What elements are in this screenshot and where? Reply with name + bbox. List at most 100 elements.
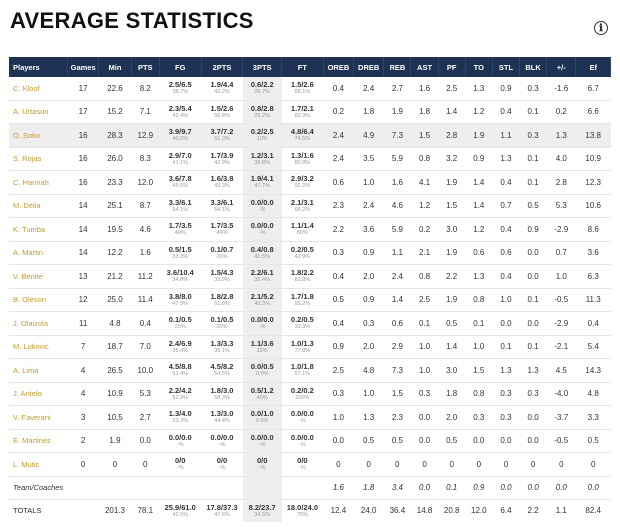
player-row[interactable]: C. Kloof 17 22.6 8.2 2.5/6.5 38.7% 1.9/4.4 43.2… [9,77,611,101]
blk-cell: 0.1 [519,147,547,171]
column-header-to[interactable]: TO [465,57,493,77]
three-pts-cell-made-attempted: 0.5/1.2 [250,385,274,395]
three-pts-cell: 1.2/3.1 38.8% [242,147,282,171]
column-header-fg[interactable]: FG [159,57,202,77]
player-name-link[interactable]: V. Benite [9,264,68,289]
column-header-oreb[interactable]: OREB [323,57,355,77]
three-pts-cell: 0/0 -% [242,452,282,477]
to-cell: 0.3 [465,405,493,430]
three-pts-cell-percentage: -% [258,441,266,448]
player-row[interactable]: J. Olaizola 11 4.8 0.4 0.1/0.5 20% 0.1/0.5 20% 0… [9,311,611,336]
column-header-dreb[interactable]: DREB [353,57,385,77]
column-header-ef[interactable]: Ef [575,57,611,77]
player-name-link[interactable]: O. Soko [9,123,68,148]
column-header-ft[interactable]: FT [281,57,324,77]
player-row[interactable]: M. Delia 14 25.1 8.7 3.3/6.1 54.1% 3.3/6.1 54.1… [9,194,611,218]
ast-cell: 1.2 [410,194,439,218]
column-header-3pts[interactable]: 3PTS [242,57,282,77]
column-header-pf[interactable]: PF [438,57,466,77]
player-row[interactable]: A. Martin 14 12.2 1.6 0.5/1.5 33.3% 0.1/0.7 20%… [9,241,611,265]
player-row[interactable]: E. Martinez 2 1.9 0.0 0.0/0.0 -% 0.0/0.0 -% 0.0/… [9,429,611,453]
player-name-link[interactable]: C. Hannah [9,170,68,195]
player-row[interactable]: A. Lima 4 26.5 10.0 4.5/8.8 51.4% 4.5/8.2 54.5%… [9,358,611,383]
fg-cell: 1.7/3.5 49% [159,217,202,242]
ft-cell-made-attempted: 0.2/0.2 [290,385,314,395]
three-pts-cell: 0.6/2.2 29.7% [242,77,282,101]
points-cell: 0.4 [131,311,160,336]
ast-cell: 1.6 [410,77,439,101]
column-header-2pts[interactable]: 2PTS [201,57,244,77]
points-cell: 8.7 [131,194,160,218]
player-row[interactable]: V. Faverani 3 10.5 2.7 1.3/4.0 33.3% 1.3/3.0 44… [9,405,611,430]
player-name-link[interactable]: J. Olaizola [9,311,68,336]
dreb-cell: 2.4 [353,194,384,218]
two-pts-cell-made-attempted: 1.8/3.0 [210,385,234,395]
blk-cell: 2.2 [519,498,547,522]
player-row[interactable]: A. Urtasun 17 15.2 7.1 2.3/5.4 42.4% 1.5/2.6 56… [9,100,611,124]
dreb-cell: 3.6 [353,217,384,242]
column-header-reb[interactable]: REB [383,57,412,77]
fg-cell: 2.5/6.5 38.7% [159,77,202,101]
player-name-link[interactable]: C. Kloof [9,77,68,101]
player-name-link[interactable]: J. Antelo [9,382,68,406]
empty-cell [201,476,243,500]
ft-cell-percentage: -% [299,441,306,448]
player-name-link[interactable]: L. Mutic [9,452,68,477]
empty-cell [159,476,202,500]
player-name-link[interactable]: A. Martin [9,241,68,265]
fg-cell: 3.3/6.1 54.1% [159,194,202,218]
column-header-min[interactable]: Min [98,57,132,77]
player-row[interactable]: J. Antelo 4 10.9 5.3 2.2/4.2 52.9% 1.8/3.0 58.3… [9,382,611,406]
player-row[interactable]: O. Soko 16 28.3 12.9 3.9/9.7 40.6% 3.7/7.2 51.3… [9,123,611,148]
points-cell: 10.0 [131,358,160,383]
three-pts-cell: 0.0/0.0 -% [242,194,282,218]
player-row[interactable]: B. Oleson 12 25.0 11.4 3.8/8.0 47.9% 1.8/2.8 61… [9,288,611,312]
pm-cell: 0.0 [546,476,576,500]
player-row[interactable]: L. Mutic 0 0 0 0/0 -% 0/0 -% 0/0 -% 0/0 -% 0 0 0 0 0 0 0 0 0… [9,452,611,477]
player-name-link[interactable]: S. Rojas [9,147,68,171]
pm-cell: 1.0 [546,264,576,289]
column-header-stl[interactable]: STL [492,57,521,77]
blk-cell: 0.1 [519,100,547,124]
player-name-link[interactable]: M. Lukovic [9,335,68,359]
column-header-ast[interactable]: AST [410,57,439,77]
player-row[interactable]: V. Benite 13 21.2 11.2 3.6/10.4 34.8% 1.5/4.3 3… [9,264,611,289]
three-pts-cell-made-attempted: 0.0/1.0 [250,409,274,419]
column-header-blk[interactable]: BLK [519,57,548,77]
fg-cell-percentage: 35.4% [172,347,189,354]
fg-cell: 0/0 -% [159,452,202,477]
column-header-players[interactable]: Players [9,57,68,77]
three-pts-cell-percentage: 45.5% [254,253,270,260]
player-name-link[interactable]: V. Faverani [9,405,68,430]
player-name-link[interactable]: B. Oleson [9,288,68,312]
fg-cell-percentage: 49% [174,230,186,237]
fg-cell-made-attempted: 25.9/61.0 [164,502,196,512]
blk-cell: 1.3 [519,358,547,383]
empty-cell [242,476,282,500]
player-name-link[interactable]: M. Delia [9,194,68,218]
ft-cell-made-attempted: 0.0/0.0 [290,432,314,442]
reb-cell: 0 [383,452,411,477]
pf-cell: 1.4 [438,335,466,359]
column-header-games[interactable]: Games [67,57,100,77]
pf-cell: 2.2 [438,264,466,289]
column-header-pts[interactable]: PTS [131,57,160,77]
blk-cell: 0.3 [519,382,547,406]
player-row[interactable]: M. Lukovic 7 18.7 7.0 2.4/6.9 35.4% 1.3/3.3 39.… [9,335,611,359]
player-row[interactable]: K. Tumba 14 19.5 4.6 1.7/3.5 49% 1.7/3.5 49% 0.0… [9,217,611,242]
ft-cell-percentage: 77.8% [294,347,311,354]
ft-cell: 1.0/1.3 77.8% [281,335,324,359]
three-pts-cell-made-attempted: 0.0/0.0 [250,197,274,207]
player-row[interactable]: S. Rojas 16 26.0 8.3 2.9/7.0 41.1% 1.7/3.9 42.9… [9,147,611,171]
info-icon[interactable]: ℹ [594,21,608,35]
player-name-link[interactable]: E. Martinez [9,429,68,453]
three-pts-cell: 0.4/0.8 45.5% [242,241,282,265]
player-row[interactable]: C. Hannah 16 23.3 12.0 3.6/7.8 45.6% 1.6/3.8 43… [9,170,611,195]
player-name-link[interactable]: A. Lima [9,358,68,383]
player-name-link[interactable]: A. Urtasun [9,100,68,124]
blk-cell: 0.0 [519,476,547,500]
two-pts-cell-made-attempted: 4.5/8.2 [210,362,234,372]
player-name-link[interactable]: K. Tumba [9,217,68,242]
ef-cell: 6.6 [575,100,611,124]
column-header-[interactable]: +/- [546,57,577,77]
